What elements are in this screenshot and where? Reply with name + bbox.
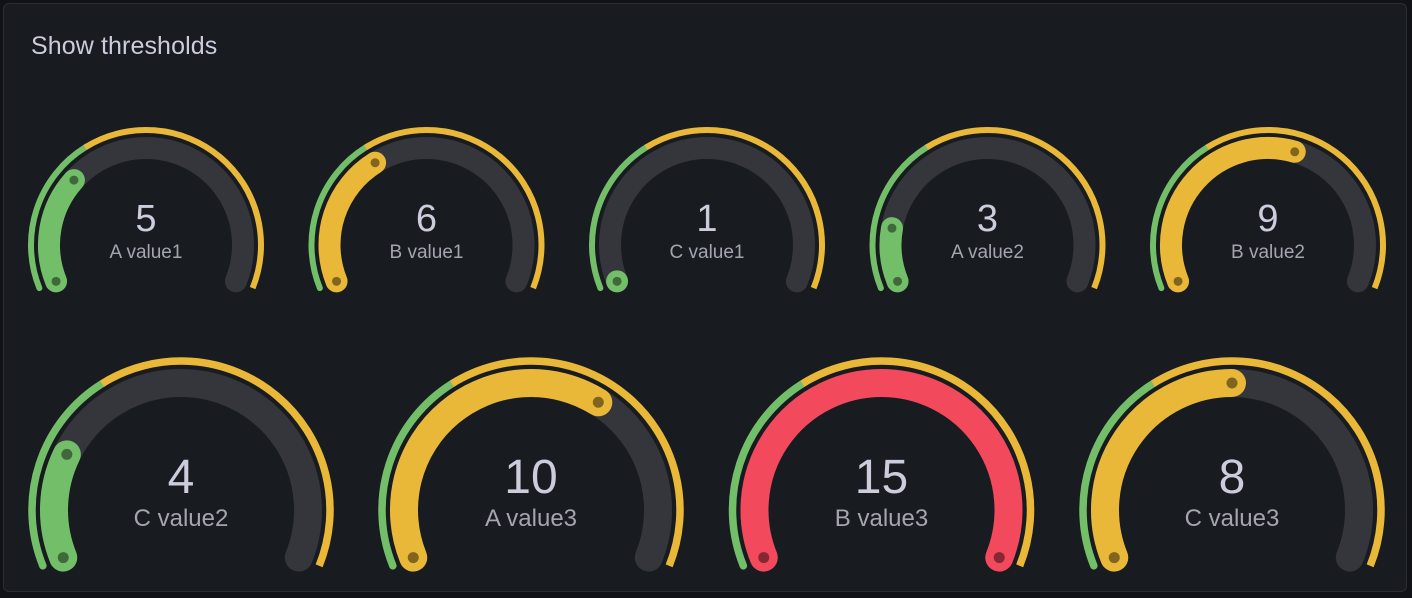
- gauge-label: C value3: [1185, 505, 1280, 532]
- gauge-label: C value2: [134, 505, 229, 532]
- gauge-end-dot: [370, 158, 380, 168]
- threshold-band-segment: [924, 127, 1106, 290]
- gauge-label: B value3: [835, 505, 928, 532]
- threshold-band-segment: [1205, 127, 1387, 290]
- gauge: 6 B value1: [308, 127, 545, 293]
- threshold-band-segment: [100, 357, 334, 568]
- threshold-band-segment: [28, 379, 106, 570]
- gauge-start-dot: [1108, 552, 1120, 564]
- gauge-label: A value3: [485, 505, 577, 532]
- gauge-end-dot: [887, 223, 897, 233]
- gauge: 9 B value2: [1149, 127, 1387, 293]
- gauge-value: 5: [135, 198, 156, 240]
- gauge-end-dot: [69, 175, 79, 185]
- gauge-start-dot: [1173, 276, 1183, 286]
- gauge-start-dot: [758, 552, 770, 564]
- gauge-value-bar: [879, 217, 909, 293]
- gauge-value: 1: [696, 198, 717, 240]
- threshold-band-segment: [308, 144, 369, 292]
- gauge-end-dot: [993, 552, 1005, 564]
- gauge: 10 A value3: [378, 357, 684, 572]
- gauge-label: C value1: [670, 242, 745, 263]
- threshold-band-segment: [1149, 144, 1211, 292]
- gauge-end-dot: [61, 448, 73, 460]
- gauge-start-dot: [57, 552, 69, 564]
- gauge-value: 4: [168, 451, 195, 504]
- gauge-track: [599, 137, 815, 293]
- gauge: 15 B value3: [728, 357, 1035, 572]
- threshold-band-segment: [1079, 379, 1157, 570]
- gauge-label: A value1: [110, 242, 183, 263]
- gauge-label: A value2: [951, 242, 1024, 263]
- gauge-start-dot: [332, 276, 342, 286]
- gauge-value: 15: [855, 451, 908, 504]
- gauge-start-dot: [612, 276, 622, 286]
- threshold-band-segment: [363, 127, 545, 290]
- gauge-value-bar: [38, 169, 85, 293]
- gauge-value-bar: [40, 440, 81, 572]
- gauge-label: B value1: [390, 242, 464, 263]
- gauge-value: 6: [416, 198, 437, 240]
- threshold-band-segment: [869, 144, 930, 292]
- gauge-value: 9: [1257, 198, 1278, 240]
- gauge: 8 C value3: [1079, 357, 1385, 572]
- gauge-value-bar: [1160, 137, 1306, 293]
- threshold-band-segment: [728, 379, 807, 570]
- gauge-value: 8: [1219, 451, 1246, 504]
- gauge-panel: Show thresholds: [3, 3, 1407, 592]
- threshold-band-segment: [1151, 357, 1385, 568]
- threshold-band-segment: [644, 127, 825, 290]
- gauge-end-dot: [592, 396, 604, 408]
- gauge-end-dot: [1226, 377, 1238, 389]
- threshold-band-segment: [589, 144, 650, 292]
- gauge-value-bar: [1091, 369, 1246, 572]
- gauge-value-bar: [390, 369, 613, 572]
- gauge-value-bar: [318, 151, 387, 293]
- gauge-start-dot: [893, 276, 903, 286]
- gauge-end-dot: [1290, 147, 1300, 157]
- gauge-start-dot: [407, 552, 419, 564]
- panel-title[interactable]: Show thresholds: [31, 32, 218, 60]
- gauge: 5 A value1: [28, 127, 264, 293]
- threshold-band-segment: [450, 357, 684, 568]
- gauge-value: 3: [977, 198, 998, 240]
- gauge: 4 C value2: [28, 357, 334, 572]
- gauge-value-bar: [740, 369, 1023, 572]
- gauge-start-dot: [51, 276, 61, 286]
- gauge: 1 C value1: [589, 127, 825, 293]
- gauge-label: B value2: [1231, 242, 1305, 263]
- threshold-band-segment: [83, 127, 264, 290]
- threshold-band-segment: [378, 379, 456, 570]
- gauge-value: 10: [504, 451, 557, 504]
- threshold-band-segment: [800, 357, 1035, 568]
- gauge: 3 A value2: [869, 127, 1106, 293]
- threshold-band-segment: [28, 144, 89, 292]
